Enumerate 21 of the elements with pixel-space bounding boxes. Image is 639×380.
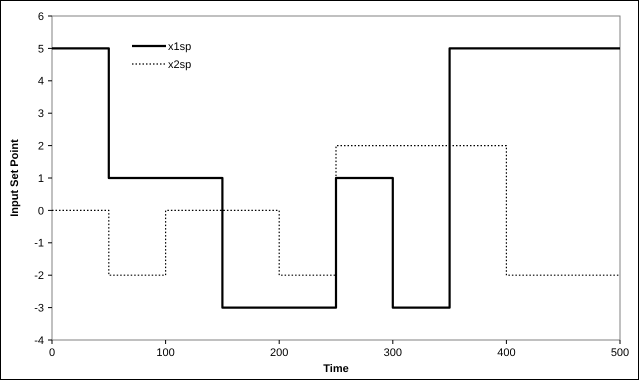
x-tick-label: 0 — [48, 347, 56, 359]
y-tick-label: 5 — [38, 43, 44, 56]
y-axis-title: Input Set Point — [9, 138, 21, 217]
y-tick-label: 1 — [38, 172, 44, 185]
y-tick-label: -1 — [34, 238, 44, 250]
y-tick-label: 0 — [38, 205, 44, 218]
x-axis-title: Time — [323, 363, 349, 375]
y-tick-label: 3 — [38, 108, 44, 120]
y-tick-label: -4 — [34, 334, 44, 347]
x-tick-label: 500 — [610, 347, 630, 359]
x-tick-label: 200 — [270, 347, 288, 359]
y-tick-label: -3 — [34, 302, 44, 314]
x-tick-label: 400 — [497, 347, 516, 359]
legend-label: x1sp — [168, 40, 192, 53]
y-tick-label: 4 — [38, 76, 44, 88]
legend-label: x2sp — [168, 58, 192, 71]
y-tick-label: 2 — [38, 140, 44, 152]
y-tick-label: -2 — [34, 270, 44, 282]
x-tick-label: 300 — [384, 347, 402, 359]
y-tick-label: 6 — [38, 10, 44, 23]
x-tick-label: 100 — [156, 347, 175, 359]
